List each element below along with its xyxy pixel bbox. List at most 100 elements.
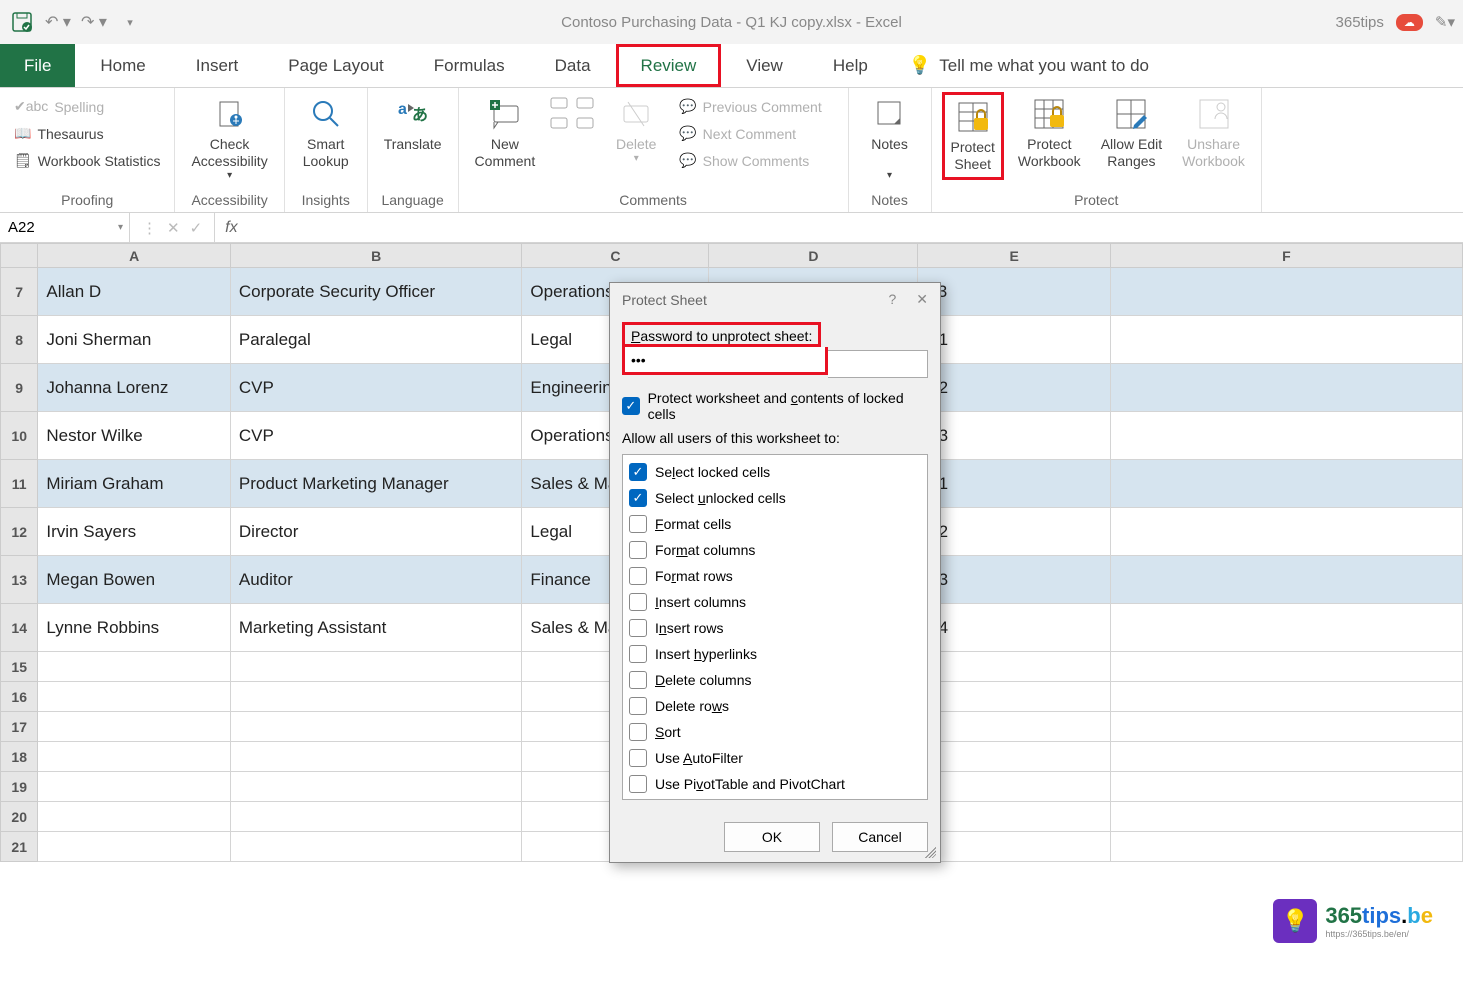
tab-help[interactable]: Help	[808, 44, 893, 87]
cell[interactable]	[1110, 508, 1462, 556]
col-header[interactable]: D	[709, 244, 918, 268]
cell[interactable]	[38, 772, 231, 802]
cell[interactable]: Irvin Sayers	[38, 508, 231, 556]
protect-sheet-button[interactable]: Protect Sheet	[942, 92, 1004, 180]
tell-me[interactable]: 💡 Tell me what you want to do	[893, 44, 1165, 87]
cell[interactable]: Miriam Graham	[38, 460, 231, 508]
cell[interactable]	[230, 742, 522, 772]
pen-icon[interactable]: ✎▾	[1435, 13, 1455, 31]
cell[interactable]	[38, 832, 231, 862]
cell[interactable]: D2	[918, 508, 1111, 556]
cell[interactable]	[1110, 556, 1462, 604]
redo-icon[interactable]: ↷ ▾	[80, 8, 108, 36]
perm-row[interactable]: Delete columns	[629, 667, 921, 693]
row-header[interactable]: 19	[1, 772, 38, 802]
cell[interactable]: D3	[918, 556, 1111, 604]
tab-page-layout[interactable]: Page Layout	[263, 44, 408, 87]
cell[interactable]: C3	[918, 412, 1111, 460]
spelling-button[interactable]: ✔abcSpelling	[10, 96, 164, 117]
cell[interactable]: CVP	[230, 412, 522, 460]
cell[interactable]	[918, 652, 1111, 682]
unshare-workbook-button[interactable]: Unshare Workbook	[1176, 92, 1251, 174]
perm-row[interactable]: Delete rows	[629, 693, 921, 719]
tab-insert[interactable]: Insert	[171, 44, 264, 87]
perm-row[interactable]: Insert rows	[629, 615, 921, 641]
autosave-icon[interactable]	[8, 8, 36, 36]
next-comment-button[interactable]: 💬Next Comment	[675, 123, 825, 144]
cell[interactable]	[38, 682, 231, 712]
cell[interactable]	[918, 802, 1111, 832]
perm-checkbox[interactable]	[629, 593, 647, 611]
col-header[interactable]: E	[918, 244, 1111, 268]
notes-button[interactable]: Notes▾	[859, 92, 921, 186]
col-header[interactable]: F	[1110, 244, 1462, 268]
tab-view[interactable]: View	[721, 44, 808, 87]
cell[interactable]: CVP	[230, 364, 522, 412]
cell[interactable]	[230, 802, 522, 832]
cell[interactable]: Allan D	[38, 268, 231, 316]
perm-row[interactable]: Insert columns	[629, 589, 921, 615]
cell[interactable]	[1110, 832, 1462, 862]
translate-button[interactable]: aあ Translate	[378, 92, 448, 157]
delete-comment-button[interactable]: Delete▾	[605, 92, 667, 169]
cell[interactable]	[1110, 460, 1462, 508]
perm-row[interactable]: ✓Select locked cells	[629, 459, 921, 485]
row-header[interactable]: 10	[1, 412, 38, 460]
perm-row[interactable]: Use AutoFilter	[629, 745, 921, 771]
tab-home[interactable]: Home	[75, 44, 170, 87]
cancel-formula-icon[interactable]: ✕	[167, 219, 180, 237]
cell[interactable]: Lynne Robbins	[38, 604, 231, 652]
row-header[interactable]: 15	[1, 652, 38, 682]
cell[interactable]	[230, 712, 522, 742]
perm-row[interactable]: Use PivotTable and PivotChart	[629, 771, 921, 797]
perm-checkbox[interactable]	[629, 749, 647, 767]
perm-checkbox[interactable]	[629, 541, 647, 559]
tab-file[interactable]: File	[0, 44, 75, 87]
cell[interactable]	[1110, 682, 1462, 712]
password-input-extent[interactable]	[828, 350, 928, 378]
protect-workbook-button[interactable]: Protect Workbook	[1012, 92, 1087, 174]
cell[interactable]	[38, 712, 231, 742]
cell[interactable]	[1110, 604, 1462, 652]
cell[interactable]	[918, 772, 1111, 802]
cell[interactable]: Product Marketing Manager	[230, 460, 522, 508]
cell[interactable]	[230, 832, 522, 862]
cell[interactable]	[1110, 268, 1462, 316]
row-header[interactable]: 12	[1, 508, 38, 556]
cell[interactable]: Marketing Assistant	[230, 604, 522, 652]
perm-checkbox[interactable]	[629, 645, 647, 663]
fx-label[interactable]: fx	[215, 213, 247, 242]
help-icon[interactable]: ?	[888, 291, 896, 308]
perm-checkbox[interactable]	[629, 723, 647, 741]
cell[interactable]	[230, 772, 522, 802]
cell[interactable]	[1110, 364, 1462, 412]
password-input[interactable]	[622, 347, 828, 375]
permissions-list[interactable]: ✓Select locked cells✓Select unlocked cel…	[622, 454, 928, 800]
row-header[interactable]: 17	[1, 712, 38, 742]
cell[interactable]: Paralegal	[230, 316, 522, 364]
resize-grip[interactable]	[922, 844, 936, 858]
row-header[interactable]: 11	[1, 460, 38, 508]
cell[interactable]: Megan Bowen	[38, 556, 231, 604]
row-header[interactable]: 16	[1, 682, 38, 712]
cell[interactable]	[1110, 316, 1462, 364]
cell[interactable]	[38, 652, 231, 682]
cell[interactable]	[918, 712, 1111, 742]
perm-row[interactable]: Format columns	[629, 537, 921, 563]
cell[interactable]: Nestor Wilke	[38, 412, 231, 460]
smart-lookup-button[interactable]: Smart Lookup	[295, 92, 357, 174]
cell[interactable]	[1110, 652, 1462, 682]
dialog-titlebar[interactable]: Protect Sheet ? ✕	[610, 283, 940, 316]
allow-edit-ranges-button[interactable]: Allow Edit Ranges	[1095, 92, 1168, 174]
perm-checkbox[interactable]: ✓	[629, 489, 647, 507]
thesaurus-button[interactable]: 📖Thesaurus	[10, 123, 164, 144]
cell[interactable]	[918, 832, 1111, 862]
perm-row[interactable]: Format rows	[629, 563, 921, 589]
qat-customize-icon[interactable]: ▾	[116, 8, 144, 36]
perm-checkbox[interactable]: ✓	[629, 463, 647, 481]
tab-data[interactable]: Data	[530, 44, 616, 87]
name-box[interactable]: A22	[0, 213, 130, 242]
row-header[interactable]: 8	[1, 316, 38, 364]
cell[interactable]: B3	[918, 268, 1111, 316]
check-accessibility-button[interactable]: Check Accessibility▾	[185, 92, 273, 186]
